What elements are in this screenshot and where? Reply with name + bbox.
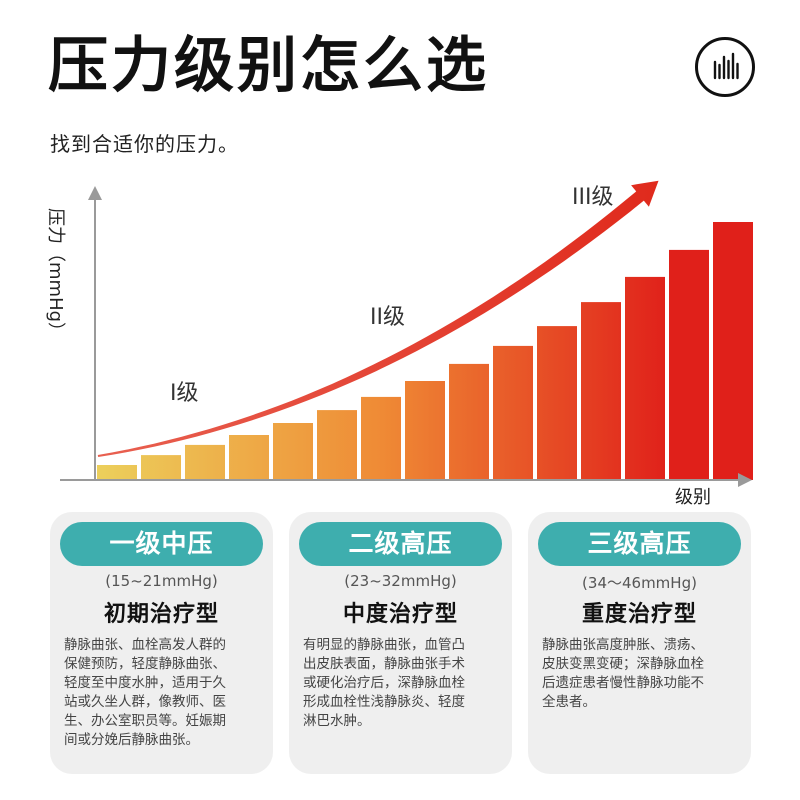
bar-1 <box>97 465 137 480</box>
bar-10 <box>493 345 533 480</box>
desc-line: 间或分娩后静脉曲张。 <box>64 732 199 748</box>
bar-9 <box>449 363 489 480</box>
desc-line: 站或久坐人群，像教师、医 <box>64 694 226 710</box>
desc-line: 静脉曲张高度肿胀、溃疡、 <box>542 637 704 653</box>
annotation-level-3: III级 <box>572 185 613 210</box>
card-level-2-type: 中度治疗型 <box>342 602 458 627</box>
bar-5 <box>273 423 313 480</box>
bar-11 <box>537 326 577 480</box>
bar-2 <box>141 455 181 480</box>
bars-group <box>97 222 753 480</box>
desc-line: 或硬化治疗后，深静脉血栓 <box>303 675 465 691</box>
desc-line: 形成血栓性浅静脉炎、轻度 <box>303 694 465 710</box>
bar-12 <box>581 302 621 480</box>
bar-14 <box>669 249 709 480</box>
desc-line: 保健预防，轻度静脉曲张、 <box>64 656 226 672</box>
desc-line: 出皮肤表面，静脉曲张手术 <box>303 656 465 672</box>
card-level-1-range: (15~21mmHg) <box>105 572 218 590</box>
card-level-1-description: 静脉曲张、血栓高发人群的 保健预防，轻度静脉曲张、 轻度至中度水肿，适用于久 站… <box>64 636 262 750</box>
card-level-3: 三级高压 (34～46mmHg) 重度治疗型 静脉曲张高度肿胀、溃疡、 皮肤变黑… <box>528 512 751 774</box>
annotation-level-2: II级 <box>370 305 405 330</box>
x-axis-label: 级别 <box>675 487 711 508</box>
card-level-1-title: 一级中压 <box>60 522 263 566</box>
annotation-level-1: I级 <box>170 381 199 406</box>
card-level-3-type: 重度治疗型 <box>581 602 697 627</box>
bar-3 <box>185 444 225 480</box>
card-level-2-description: 有明显的静脉曲张，血管凸 出皮肤表面，静脉曲张手术 或硬化治疗后，深静脉血栓 形… <box>303 636 501 731</box>
bar-8 <box>405 381 445 480</box>
card-level-2-title: 二级高压 <box>299 522 502 566</box>
sound-wave-icon <box>695 37 755 97</box>
desc-line: 后遗症患者慢性静脉功能不 <box>542 675 704 691</box>
bar-4 <box>229 435 269 480</box>
desc-line: 皮肤变黑变硬；深静脉血栓 <box>542 656 704 672</box>
desc-line: 生、办公室职员等。妊娠期 <box>64 713 226 729</box>
page-title: 压力级别怎么选 <box>48 31 489 101</box>
desc-line: 淋巴水肿。 <box>303 713 371 729</box>
card-level-1: 一级中压 (15~21mmHg) 初期治疗型 静脉曲张、血栓高发人群的 保健预防… <box>50 512 273 774</box>
desc-line: 静脉曲张、血栓高发人群的 <box>64 637 226 653</box>
desc-line: 有明显的静脉曲张，血管凸 <box>303 637 465 653</box>
desc-line: 全患者。 <box>542 694 596 710</box>
card-level-2-range: (23~32mmHg) <box>344 572 457 590</box>
desc-line: 轻度至中度水肿，适用于久 <box>64 675 226 691</box>
bar-7 <box>361 396 401 480</box>
pressure-level-chart: 压力（mmHg） 级别 I级 II级 III级 <box>45 180 753 508</box>
card-level-3-range: (34～46mmHg) <box>582 574 697 592</box>
y-axis-label: 压力（mmHg） <box>45 208 66 340</box>
card-level-3-description: 静脉曲张高度肿胀、溃疡、 皮肤变黑变硬；深静脉血栓 后遗症患者慢性静脉功能不 全… <box>542 636 740 712</box>
x-axis-arrow <box>738 473 752 487</box>
bar-15 <box>713 222 753 480</box>
y-axis-arrow <box>88 186 102 200</box>
card-level-3-title: 三级高压 <box>538 522 741 566</box>
bar-6 <box>317 410 357 480</box>
card-level-1-type: 初期治疗型 <box>103 602 219 627</box>
bar-13 <box>625 276 665 480</box>
page-subtitle: 找到合适你的压力。 <box>50 132 239 156</box>
card-level-2: 二级高压 (23~32mmHg) 中度治疗型 有明显的静脉曲张，血管凸 出皮肤表… <box>289 512 512 774</box>
